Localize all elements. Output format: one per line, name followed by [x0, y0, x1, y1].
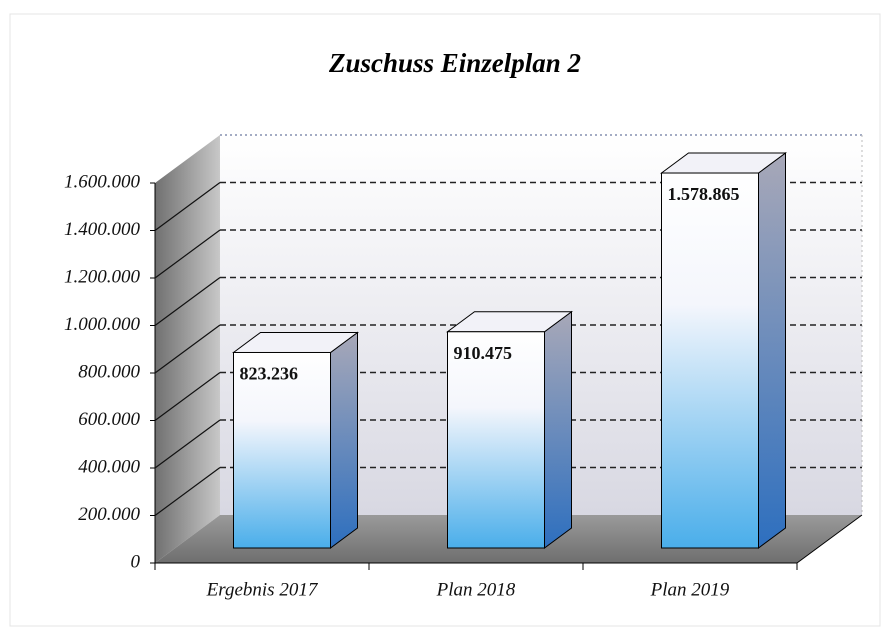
x-tick-label: Plan 2019: [650, 579, 730, 600]
wall-grid-line: [154, 277, 221, 326]
wall-grid-line: [154, 324, 221, 374]
wall-grid-line: [154, 467, 221, 516]
x-tick-label: Ergebnis 2017: [206, 579, 319, 600]
bar-side: [758, 152, 786, 549]
value-label: 1.578.865: [668, 184, 740, 204]
y-tick-label: 1.600.000: [64, 171, 141, 192]
y-tick-label: 1.400.000: [64, 219, 141, 240]
bar: [447, 331, 545, 549]
bar-side: [544, 310, 572, 549]
bar: [233, 351, 331, 549]
floor-edge: [796, 514, 863, 564]
y-tick-label: 200.000: [78, 504, 140, 525]
y-tick-label: 1.000.000: [64, 314, 141, 335]
x-tick-label: Plan 2018: [436, 579, 516, 600]
wall-grid-line: [154, 229, 221, 279]
wall-grid-line: [154, 419, 221, 469]
value-label: 910.475: [454, 343, 513, 363]
wall-grid-line: [154, 372, 221, 421]
y-tick-label: 1.200.000: [64, 266, 141, 287]
chart-title: Zuschuss Einzelplan 2: [328, 48, 581, 78]
bar: [661, 172, 759, 549]
y-tick-label: 400.000: [78, 456, 140, 477]
y-tick-label: 0: [131, 551, 141, 572]
y-tick-label: 600.000: [78, 409, 140, 430]
value-label: 823.236: [240, 364, 299, 384]
wall-grid-line: [154, 182, 221, 231]
bar-side: [330, 331, 358, 549]
y-tick-label: 800.000: [78, 361, 140, 382]
